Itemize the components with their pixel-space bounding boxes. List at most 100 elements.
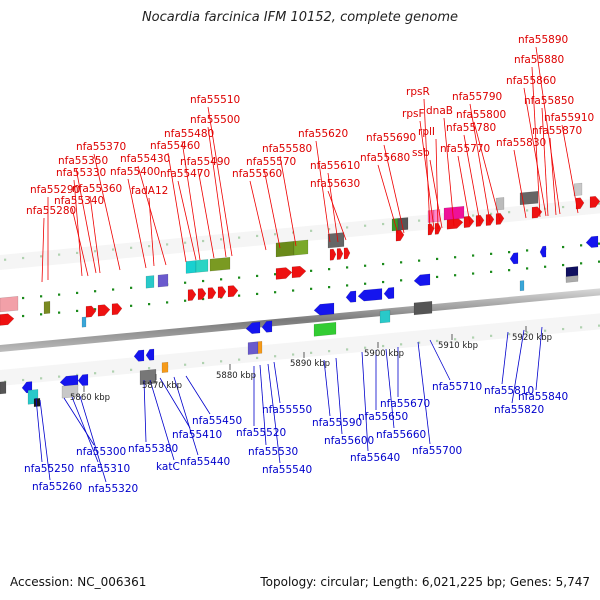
gene-label-bottom[interactable]: nfa55300: [76, 446, 126, 458]
gene-label-bottom[interactable]: nfa55450: [192, 415, 242, 427]
gene-label-bottom[interactable]: nfa55590: [312, 417, 362, 429]
gene-label-top[interactable]: nfa55360: [72, 183, 122, 195]
gene-label-top[interactable]: nfa55350: [58, 155, 108, 167]
gene-label-bottom[interactable]: nfa55380: [128, 443, 178, 455]
reverse-gene: [313, 302, 335, 316]
gene-label-top[interactable]: nfa55870: [532, 125, 582, 137]
gene-label-bottom[interactable]: nfa55710: [432, 381, 482, 393]
gene-label-bottom[interactable]: nfa55670: [380, 398, 430, 410]
gene-label-top[interactable]: fadA12: [131, 185, 168, 197]
gene-label-top[interactable]: nfa55910: [544, 112, 594, 124]
callout-line: [501, 331, 509, 385]
track-dot: [76, 291, 79, 295]
gene-label-top[interactable]: nfa55340: [54, 195, 104, 207]
gene-label-top[interactable]: nfa55620: [298, 128, 348, 140]
gene-label-bottom[interactable]: nfa55600: [324, 435, 374, 447]
track-dot: [472, 254, 475, 257]
gene-label-top[interactable]: nfa55330: [56, 167, 106, 179]
gene-label-bottom[interactable]: nfa55660: [376, 429, 426, 441]
gene-label-top[interactable]: nfa55370: [76, 141, 126, 153]
gene-label-bottom[interactable]: nfa55700: [412, 445, 462, 457]
reverse-gene: [383, 287, 395, 300]
gene-label-top[interactable]: nfa55580: [262, 143, 312, 155]
genome-info-text: Topology: circular; Length: 6,021,225 bp…: [260, 575, 590, 589]
gene-label-top[interactable]: nfa55560: [232, 168, 282, 180]
callout-line: [93, 153, 121, 271]
gene-label-top[interactable]: dnaB: [426, 105, 453, 117]
gene-label-top[interactable]: nfa55880: [514, 54, 564, 66]
track-dot: [382, 262, 385, 266]
scale-label: 5900 kbp: [364, 349, 404, 359]
gene-label-bottom[interactable]: katC: [156, 461, 180, 473]
gene-label-bottom[interactable]: nfa55640: [350, 452, 400, 464]
gene-label-bottom[interactable]: nfa55320: [88, 483, 138, 495]
callout-line: [443, 117, 455, 227]
gene-label-top[interactable]: nfa55800: [456, 109, 506, 121]
callout-line: [73, 179, 83, 277]
gene-label-top[interactable]: nfa55610: [310, 160, 360, 172]
forward-gene: [197, 288, 207, 301]
gene-label-top[interactable]: ssb: [412, 147, 430, 159]
forward-gene: [275, 267, 293, 280]
callout-line: [323, 359, 331, 417]
gene-label-top[interactable]: rpsR: [406, 86, 430, 98]
gene-label-bottom[interactable]: nfa55410: [172, 429, 222, 441]
gene-label-bottom[interactable]: nfa55250: [24, 463, 74, 475]
gene-label-bottom[interactable]: nfa55310: [80, 463, 130, 475]
gene-label-bottom[interactable]: nfa55650: [358, 411, 408, 423]
gene-label-bottom[interactable]: nfa55540: [262, 464, 312, 476]
feature-box: [293, 239, 309, 256]
feature-box: [413, 300, 433, 316]
gene-label-top[interactable]: nfa55570: [246, 156, 296, 168]
gene-label-top[interactable]: rpsF: [402, 108, 425, 120]
gene-label-top[interactable]: nfa55850: [524, 95, 574, 107]
gene-label-bottom[interactable]: nfa55520: [236, 427, 286, 439]
gene-label-top[interactable]: nfa55790: [452, 91, 502, 103]
feature-box: [0, 381, 7, 395]
gene-label-bottom[interactable]: nfa55440: [180, 456, 230, 468]
track-dot: [472, 272, 475, 275]
gene-label-top[interactable]: nfa55690: [366, 132, 416, 144]
feature-box: [495, 197, 505, 211]
gene-label-bottom[interactable]: nfa55810: [484, 385, 534, 397]
callout-line: [511, 329, 525, 404]
gene-label-bottom[interactable]: nfa55260: [32, 481, 82, 493]
forward-gene: [85, 305, 97, 318]
gene-label-top[interactable]: nfa55290: [30, 184, 80, 196]
gene-label-top[interactable]: nfa55860: [506, 75, 556, 87]
track-dot: [490, 270, 493, 273]
track-dot: [94, 290, 97, 293]
gene-label-top[interactable]: nfa55470: [160, 168, 210, 180]
feature-box: [0, 296, 19, 313]
track-dot: [202, 279, 205, 283]
gene-label-bottom[interactable]: nfa55550: [262, 404, 312, 416]
gene-label-top[interactable]: nfa55890: [518, 34, 568, 46]
gene-label-top[interactable]: nfa55430: [120, 153, 170, 165]
forward-gene: [343, 247, 351, 260]
gene-label-top[interactable]: nfa55400: [110, 166, 160, 178]
gene-label-top[interactable]: nfa55500: [190, 114, 240, 126]
forward-gene: [291, 265, 307, 279]
gene-label-top[interactable]: nfa55280: [26, 205, 76, 217]
gene-label-top[interactable]: nfa55490: [180, 156, 230, 168]
gene-label-top[interactable]: nfa55480: [164, 128, 214, 140]
forward-gene: [207, 287, 217, 300]
gene-label-bottom[interactable]: nfa55530: [248, 446, 298, 458]
callout-line: [63, 397, 95, 446]
gene-label-top[interactable]: nfa55630: [310, 178, 360, 190]
scale-label: 5880 kbp: [216, 371, 256, 381]
track-dot: [94, 308, 97, 311]
gene-label-top[interactable]: nfa55680: [360, 152, 410, 164]
gene-label-top[interactable]: rplI: [418, 126, 435, 138]
gene-label-bottom[interactable]: nfa55820: [494, 404, 544, 416]
gene-label-top[interactable]: nfa55770: [440, 143, 490, 155]
gene-label-bottom[interactable]: nfa55840: [518, 391, 568, 403]
gene-label-top[interactable]: nfa55510: [190, 94, 240, 106]
track-dot: [40, 295, 43, 298]
feature-box: [313, 322, 337, 337]
genome-axis: [0, 288, 600, 352]
gene-label-top[interactable]: nfa55830: [496, 137, 546, 149]
track-dot: [400, 261, 403, 264]
gene-label-top[interactable]: nfa55780: [446, 122, 496, 134]
gene-label-top[interactable]: nfa55460: [150, 140, 200, 152]
